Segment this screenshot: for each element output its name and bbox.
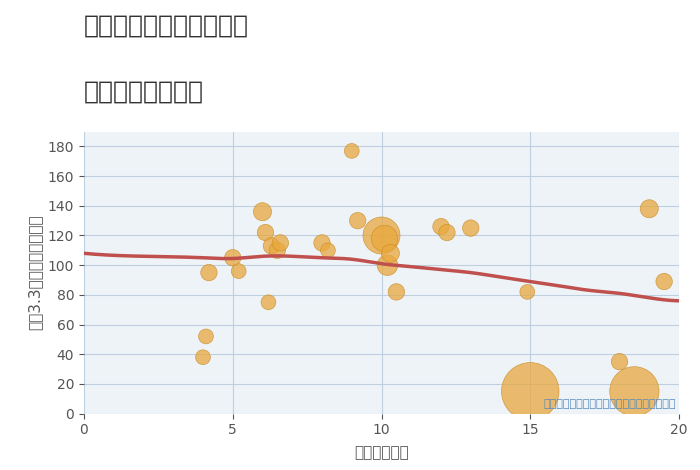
Point (200, 333, 211, 340)
Text: 兵庫県西宮市柏堂西町の: 兵庫県西宮市柏堂西町の (84, 14, 249, 38)
Text: 円の大きさは、取引のあった物件面積を示す: 円の大きさは、取引のあった物件面積を示す (543, 399, 676, 409)
Point (197, 353, 209, 361)
Point (266, 242, 277, 250)
Point (644, 205, 655, 212)
Point (257, 208, 268, 216)
Point (629, 388, 640, 395)
Point (233, 267, 244, 275)
Point (352, 217, 363, 224)
Point (614, 358, 625, 365)
Point (227, 254, 238, 261)
Point (274, 239, 286, 247)
Point (525, 388, 536, 395)
X-axis label: 駅距離（分）: 駅距離（分） (354, 446, 409, 461)
Point (376, 232, 387, 239)
Point (441, 229, 452, 236)
Point (346, 147, 357, 155)
Point (659, 278, 670, 285)
Point (379, 235, 390, 242)
Point (316, 239, 328, 247)
Point (435, 223, 447, 230)
Y-axis label: 坪（3.3㎡）単価（万円）: 坪（3.3㎡）単価（万円） (27, 215, 42, 330)
Point (522, 288, 533, 296)
Point (272, 247, 283, 254)
Point (263, 298, 274, 306)
Point (385, 250, 396, 257)
Point (465, 224, 476, 232)
Point (322, 247, 333, 254)
Point (203, 269, 214, 276)
Point (391, 288, 402, 296)
Point (382, 261, 393, 269)
Text: 駅距離別土地価格: 駅距離別土地価格 (84, 80, 204, 104)
Point (260, 229, 271, 236)
